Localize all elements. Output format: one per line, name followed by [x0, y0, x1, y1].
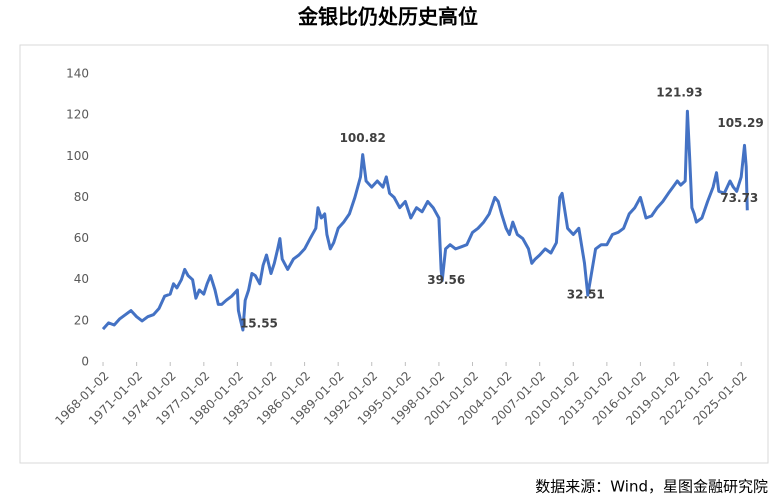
y-tick-label: 40	[74, 272, 89, 286]
chart-frame	[19, 44, 769, 464]
y-tick-label: 0	[81, 355, 89, 369]
data-label: 73.73	[720, 191, 758, 205]
data-label: 15.55	[240, 317, 278, 331]
source-note: 数据来源：Wind，星图金融研究院	[535, 478, 768, 496]
data-label: 39.56	[427, 273, 465, 287]
chart-title: 金银比仍处历史高位	[297, 5, 478, 29]
y-tick-label: 140	[66, 67, 89, 81]
y-tick-label: 80	[74, 190, 89, 204]
y-tick-label: 120	[66, 108, 89, 122]
data-label: 121.93	[656, 86, 702, 100]
data-label: 100.82	[340, 131, 386, 145]
y-tick-label: 20	[74, 313, 89, 327]
y-tick-label: 100	[66, 149, 89, 163]
series-line	[101, 109, 749, 332]
y-tick-label: 60	[74, 231, 89, 245]
data-label: 105.29	[717, 116, 763, 130]
data-label: 32.51	[567, 288, 605, 302]
